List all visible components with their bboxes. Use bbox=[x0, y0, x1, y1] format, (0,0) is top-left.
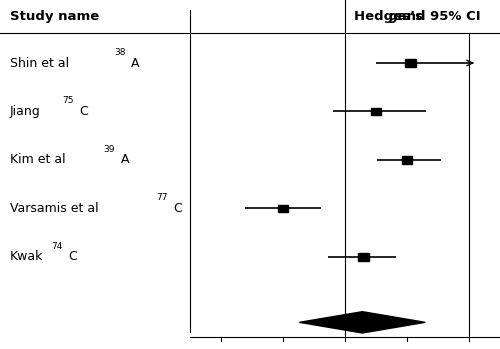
Text: -1.00: -1.00 bbox=[268, 348, 298, 349]
Text: Hedges’s: Hedges’s bbox=[354, 10, 428, 23]
Text: -2.00: -2.00 bbox=[206, 348, 236, 349]
Text: C: C bbox=[79, 105, 88, 118]
Text: Study name: Study name bbox=[10, 10, 99, 23]
Text: 74: 74 bbox=[52, 242, 62, 251]
Bar bbox=[404, 59, 415, 67]
Polygon shape bbox=[300, 312, 426, 333]
Text: Jiang: Jiang bbox=[10, 105, 40, 118]
Text: Shin et al: Shin et al bbox=[10, 57, 68, 69]
Text: Kim et al: Kim et al bbox=[10, 154, 65, 166]
Text: g: g bbox=[389, 10, 398, 23]
Text: 2.00: 2.00 bbox=[456, 348, 482, 349]
Text: 77: 77 bbox=[156, 193, 168, 202]
Text: and 95% CI: and 95% CI bbox=[393, 10, 480, 23]
Text: C: C bbox=[68, 250, 77, 263]
Bar bbox=[371, 107, 381, 116]
Bar bbox=[358, 253, 369, 261]
Text: Varsamis et al: Varsamis et al bbox=[10, 202, 98, 215]
Text: 75: 75 bbox=[62, 96, 73, 105]
Text: A: A bbox=[120, 154, 129, 166]
Text: A: A bbox=[131, 57, 140, 69]
Text: 1.00: 1.00 bbox=[394, 348, 420, 349]
Bar bbox=[402, 156, 412, 164]
Bar bbox=[278, 205, 288, 212]
Text: 39: 39 bbox=[104, 145, 115, 154]
Text: Kwak: Kwak bbox=[10, 250, 43, 263]
Text: 38: 38 bbox=[114, 48, 126, 57]
Text: C: C bbox=[173, 202, 182, 215]
Text: 0.00: 0.00 bbox=[332, 348, 358, 349]
